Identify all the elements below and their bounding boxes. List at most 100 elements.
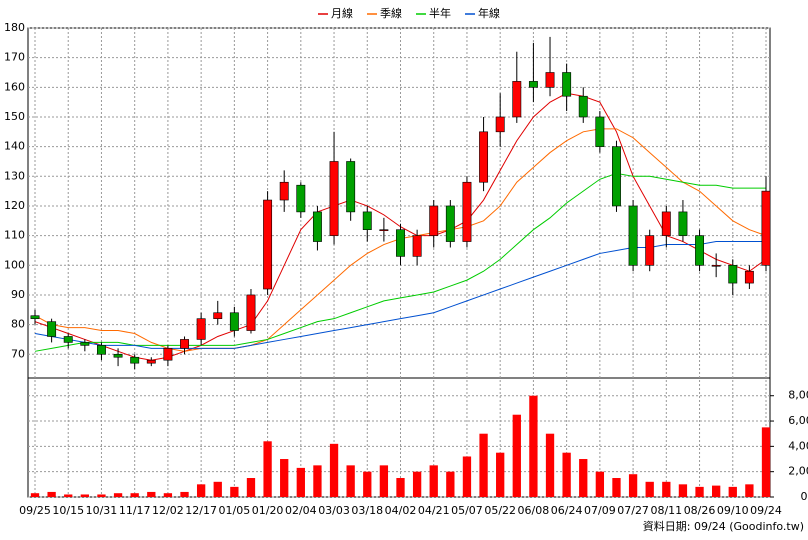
volume-bar (346, 465, 355, 497)
volume-bar (645, 481, 654, 497)
volume-bar (545, 433, 555, 497)
volume-bar (379, 465, 389, 497)
candle-body (578, 95, 588, 118)
y-tick-label: 110 (4, 229, 25, 242)
volume-bar (313, 465, 322, 497)
volume-bar (728, 486, 737, 497)
y2-tick-label: 0 (801, 490, 808, 503)
candle-body (628, 205, 638, 266)
volume-bar (113, 493, 123, 497)
y-tick-label: 120 (4, 199, 25, 212)
y-tick-label: 150 (4, 110, 25, 123)
volume-bar (446, 471, 455, 497)
x-tick-label: 11/17 (119, 504, 151, 517)
volume-bar (562, 452, 571, 497)
x-tick-label: 05/07 (451, 504, 483, 517)
volume-bar (180, 491, 189, 497)
candle-body (246, 294, 256, 331)
x-tick-label: 01/20 (252, 504, 284, 517)
candle-body (761, 190, 771, 266)
candle-body (196, 318, 206, 340)
x-tick-label: 04/21 (418, 504, 450, 517)
volume-bar (396, 478, 405, 497)
y2-tick-label: 8,000 (788, 389, 808, 402)
x-tick-label: 12/02 (152, 504, 184, 517)
x-tick-label: 07/09 (584, 504, 616, 517)
candle-body (562, 72, 572, 97)
candle-body (512, 81, 522, 118)
y-tick-label: 160 (4, 80, 25, 93)
candle-body (146, 359, 156, 364)
candle-body (445, 205, 455, 242)
candle-body (130, 356, 140, 364)
volume-bar (612, 478, 621, 497)
candle-body (263, 199, 273, 290)
moving-average-line (34, 172, 766, 352)
y2-tick-label: 2,000 (788, 465, 808, 478)
candle-body (213, 312, 223, 319)
volume-bar (462, 456, 472, 497)
x-tick-label: 01/05 (219, 504, 251, 517)
legend-label: 季線 (380, 6, 402, 20)
volume-bar (628, 474, 638, 497)
y-tick-label: 130 (4, 169, 25, 182)
candle-body (379, 229, 389, 231)
candle-body (661, 211, 671, 236)
y-tick-label: 140 (4, 140, 25, 153)
volume-bar (662, 481, 671, 497)
candle-body (180, 339, 189, 349)
x-tick-label: 08/11 (650, 504, 682, 517)
legend-label: 月線 (331, 6, 353, 20)
legend-label: 半年 (429, 6, 451, 20)
footnote: 資料日期: 09/24 (Goodinfo.tw) (643, 519, 804, 533)
volume-bar (47, 491, 56, 497)
x-tick-label: 02/04 (285, 504, 317, 517)
x-tick-label: 10/15 (52, 504, 84, 517)
candle-body (412, 235, 422, 257)
candle-body (296, 184, 306, 213)
volume-bar (479, 433, 488, 497)
candle-body (362, 211, 372, 230)
volume-bar (196, 484, 206, 497)
volume-bar (496, 452, 505, 497)
volume-bar (745, 484, 754, 497)
candle-body (163, 348, 173, 361)
candle-body (47, 321, 57, 337)
volume-bar (695, 486, 704, 497)
volume-bar (213, 481, 222, 497)
y2-tick-label: 6,000 (788, 414, 808, 427)
x-tick-label: 12/17 (185, 504, 217, 517)
candle-body (396, 229, 405, 257)
candle-body (97, 345, 106, 355)
y-tick-label: 80 (11, 318, 25, 331)
candle-body (30, 315, 40, 319)
volume-bar (712, 485, 721, 497)
volume-bar (246, 478, 256, 497)
legend-label: 年線 (478, 6, 500, 20)
volume-bar (147, 491, 156, 497)
moving-average-line (34, 241, 766, 349)
volume-bar (64, 494, 73, 497)
candle-body (645, 235, 655, 266)
y-tick-label: 170 (4, 51, 25, 64)
volume-bar (280, 459, 289, 497)
candle-body (528, 81, 538, 88)
x-tick-label: 06/24 (551, 504, 583, 517)
candle-body (329, 161, 339, 236)
volume-bar (678, 484, 688, 497)
x-tick-label: 05/22 (484, 504, 516, 517)
y2-tick-label: 4,000 (788, 439, 808, 452)
x-tick-label: 03/03 (318, 504, 350, 517)
x-tick-label: 09/10 (717, 504, 749, 517)
y-tick-label: 100 (4, 258, 25, 271)
x-tick-label: 09/24 (750, 504, 782, 517)
candle-body (728, 264, 738, 284)
candle-body (80, 342, 90, 346)
candle-body (495, 116, 505, 133)
candle-body (63, 336, 73, 343)
candle-body (113, 353, 123, 358)
candle-body (346, 161, 356, 213)
candle-body (479, 131, 489, 183)
volume-bar (579, 459, 588, 497)
